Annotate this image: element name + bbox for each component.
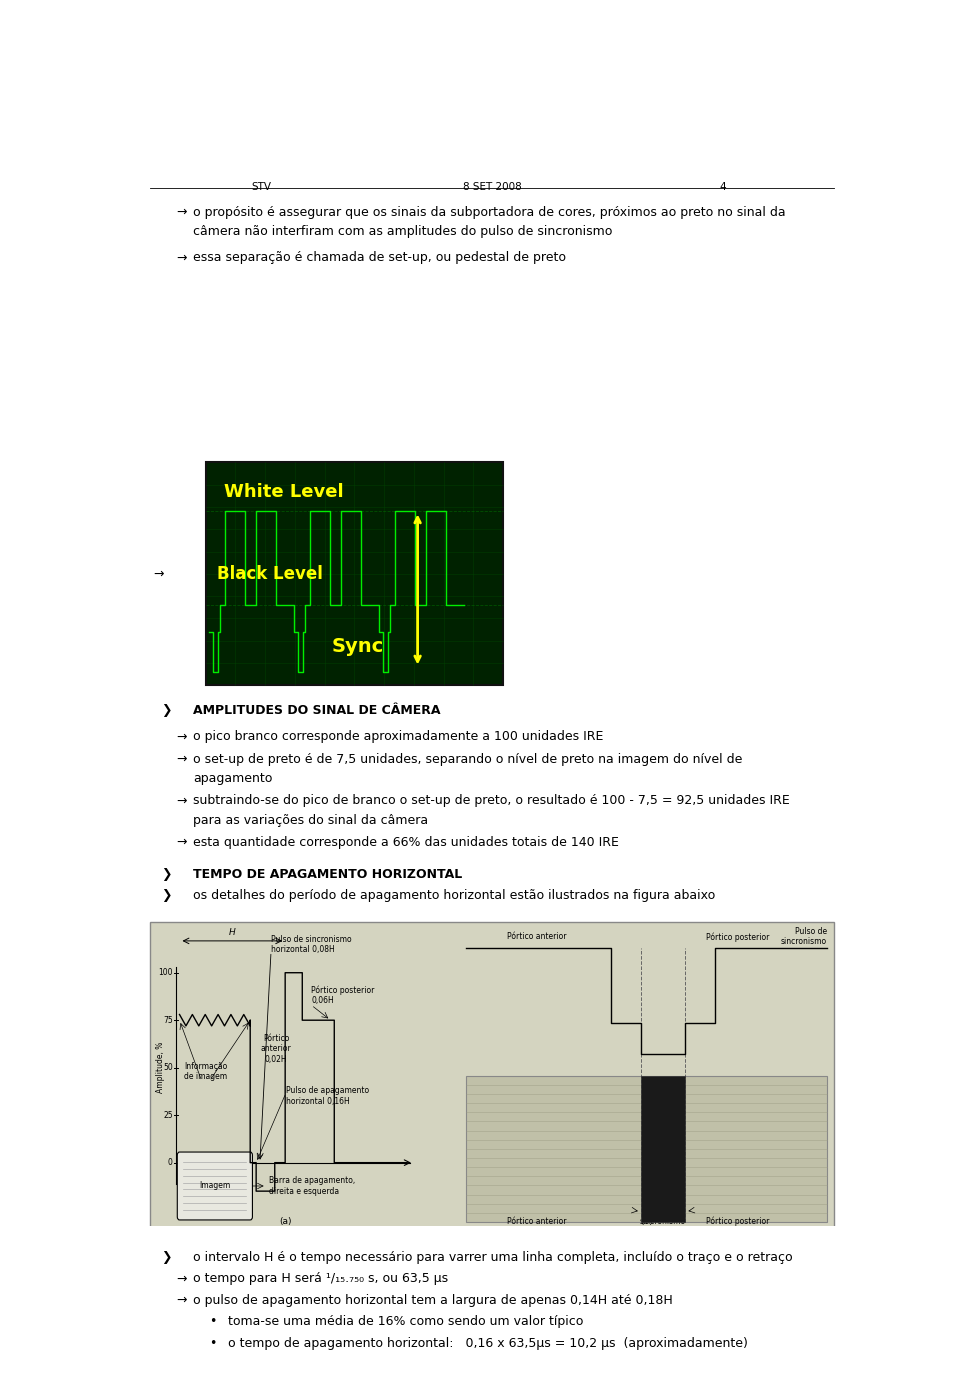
Text: Black Level: Black Level (217, 565, 323, 583)
Text: H: H (229, 927, 236, 937)
Text: 0: 0 (168, 1158, 173, 1167)
Text: →: → (176, 752, 186, 766)
Text: Pulso de sincronismo
horizontal 0,08H: Pulso de sincronismo horizontal 0,08H (271, 934, 351, 954)
Text: apagamento: apagamento (193, 772, 273, 785)
Text: essa separação é chamada de set-up, ou pedestal de preto: essa separação é chamada de set-up, ou p… (193, 251, 565, 265)
Text: ❯: ❯ (161, 704, 172, 718)
Text: Pulso de
sincronismo: Pulso de sincronismo (640, 1207, 686, 1226)
Text: o intervalo H é o tempo necessário para varrer uma linha completa, incluído o tr: o intervalo H é o tempo necessário para … (193, 1251, 793, 1264)
Text: →: → (176, 836, 186, 849)
Text: AMPLITUDES DO SINAL DE CÂMERA: AMPLITUDES DO SINAL DE CÂMERA (193, 704, 441, 718)
Text: o propósito é assegurar que os sinais da subportadora de cores, próximos ao pret: o propósito é assegurar que os sinais da… (193, 205, 785, 219)
Text: subtraindo-se do pico de branco o set-up de preto, o resultado é 100 - 7,5 = 92,: subtraindo-se do pico de branco o set-up… (193, 794, 790, 808)
Text: →: → (176, 730, 186, 743)
Text: Pórtico anterior: Pórtico anterior (507, 933, 566, 941)
Text: ❯: ❯ (161, 1251, 172, 1264)
Text: Imagem: Imagem (200, 1181, 230, 1191)
Bar (641, 1076, 685, 1222)
Text: 25: 25 (163, 1111, 173, 1120)
Text: os detalhes do período de apagamento horizontal estão ilustrados na figura abaix: os detalhes do período de apagamento hor… (193, 889, 715, 903)
Text: câmera não interfiram com as amplitudes do pulso de sincronismo: câmera não interfiram com as amplitudes … (193, 226, 612, 238)
Text: •: • (209, 1337, 217, 1350)
Text: 50: 50 (163, 1064, 173, 1072)
Text: Pulso de apagamento
horizontal 0,16H: Pulso de apagamento horizontal 0,16H (286, 1086, 369, 1107)
Text: o pico branco corresponde aproximadamente a 100 unidades IRE: o pico branco corresponde aproximadament… (193, 730, 603, 743)
Text: 100: 100 (158, 969, 173, 977)
Text: →: → (176, 1272, 186, 1286)
Text: o tempo para H será ¹/₁₅.₇₅₀ s, ou 63,5 μs: o tempo para H será ¹/₁₅.₇₅₀ s, ou 63,5 … (193, 1272, 448, 1286)
Text: →: → (176, 251, 186, 265)
Text: para as variações do sinal da câmera: para as variações do sinal da câmera (193, 814, 428, 827)
Text: 4: 4 (719, 182, 726, 193)
Text: ❯: ❯ (161, 868, 172, 881)
FancyBboxPatch shape (178, 1152, 252, 1220)
Text: Pulso de
sincronismo: Pulso de sincronismo (780, 927, 827, 947)
Text: Pórtico posterior
0,06H: Pórtico posterior 0,06H (311, 985, 374, 1006)
Bar (205, 463, 503, 685)
Text: 8 SET 2008: 8 SET 2008 (463, 182, 521, 193)
Text: Pórtico anterior: Pórtico anterior (507, 1217, 566, 1226)
Text: White Level: White Level (225, 482, 344, 502)
Bar (466, 1076, 827, 1222)
Text: Sync: Sync (332, 637, 384, 656)
Text: toma-se uma média de 16% como sendo um valor típico: toma-se uma média de 16% como sendo um v… (228, 1316, 584, 1328)
Text: Pórtico
anterior
0,02H: Pórtico anterior 0,02H (261, 1034, 292, 1064)
Text: →: → (154, 568, 164, 580)
Text: esta quantidade corresponde a 66% das unidades totais de 140 IRE: esta quantidade corresponde a 66% das un… (193, 836, 619, 849)
Text: Pórtico posterior: Pórtico posterior (706, 1217, 769, 1226)
Text: Barra de apagamento,
direita e esquerda: Barra de apagamento, direita e esquerda (269, 1177, 355, 1196)
Text: TEMPO DE APAGAMENTO HORIZONTAL: TEMPO DE APAGAMENTO HORIZONTAL (193, 868, 462, 881)
Text: ❯: ❯ (161, 889, 172, 903)
Text: Tempo: Tempo (227, 1186, 252, 1195)
Text: →: → (176, 1294, 186, 1306)
Text: o pulso de apagamento horizontal tem a largura de apenas 0,14H até 0,18H: o pulso de apagamento horizontal tem a l… (193, 1294, 673, 1306)
Text: STV: STV (252, 182, 272, 193)
Text: 75: 75 (163, 1016, 173, 1025)
Text: •: • (209, 1316, 217, 1328)
Bar (150, 922, 834, 1229)
Text: o tempo de apagamento horizontal:   0,16 x 63,5μs = 10,2 μs  (aproximadamente): o tempo de apagamento horizontal: 0,16 x… (228, 1337, 748, 1350)
Text: Amplitude, %: Amplitude, % (156, 1042, 165, 1093)
Text: o set-up de preto é de 7,5 unidades, separando o nível de preto na imagem do nív: o set-up de preto é de 7,5 unidades, sep… (193, 752, 742, 766)
Text: (a): (a) (279, 1217, 292, 1226)
Text: (b): (b) (640, 1217, 653, 1226)
Text: →: → (176, 794, 186, 808)
Text: Pórtico posterior: Pórtico posterior (706, 933, 769, 943)
Text: Informação
de imagem: Informação de imagem (184, 1062, 228, 1082)
Text: →: → (176, 205, 186, 219)
